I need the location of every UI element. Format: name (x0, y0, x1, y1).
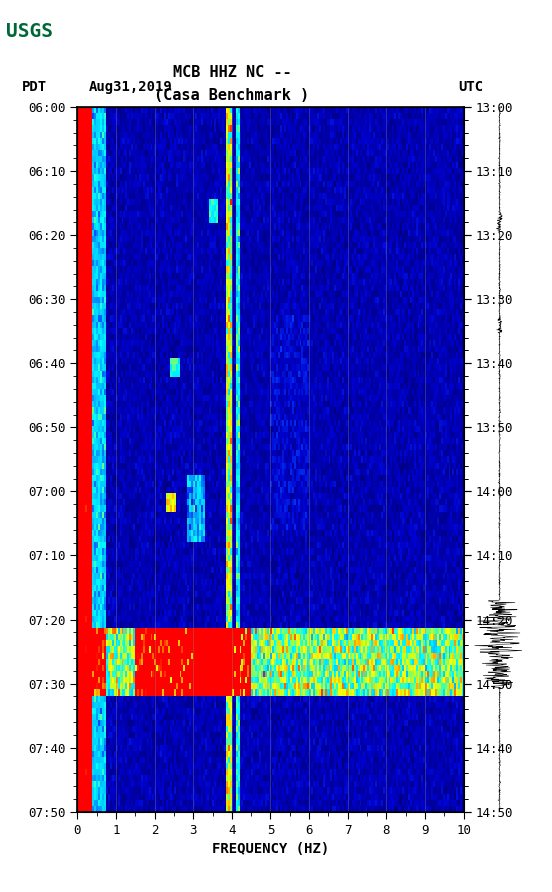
Text: UTC: UTC (458, 79, 484, 94)
X-axis label: FREQUENCY (HZ): FREQUENCY (HZ) (212, 842, 329, 856)
Text: Aug31,2019: Aug31,2019 (88, 79, 172, 94)
Text: MCB HHZ NC --: MCB HHZ NC -- (173, 65, 291, 80)
Text: PDT: PDT (22, 79, 47, 94)
Text: (Casa Benchmark ): (Casa Benchmark ) (154, 87, 310, 103)
Text: USGS: USGS (6, 22, 52, 41)
